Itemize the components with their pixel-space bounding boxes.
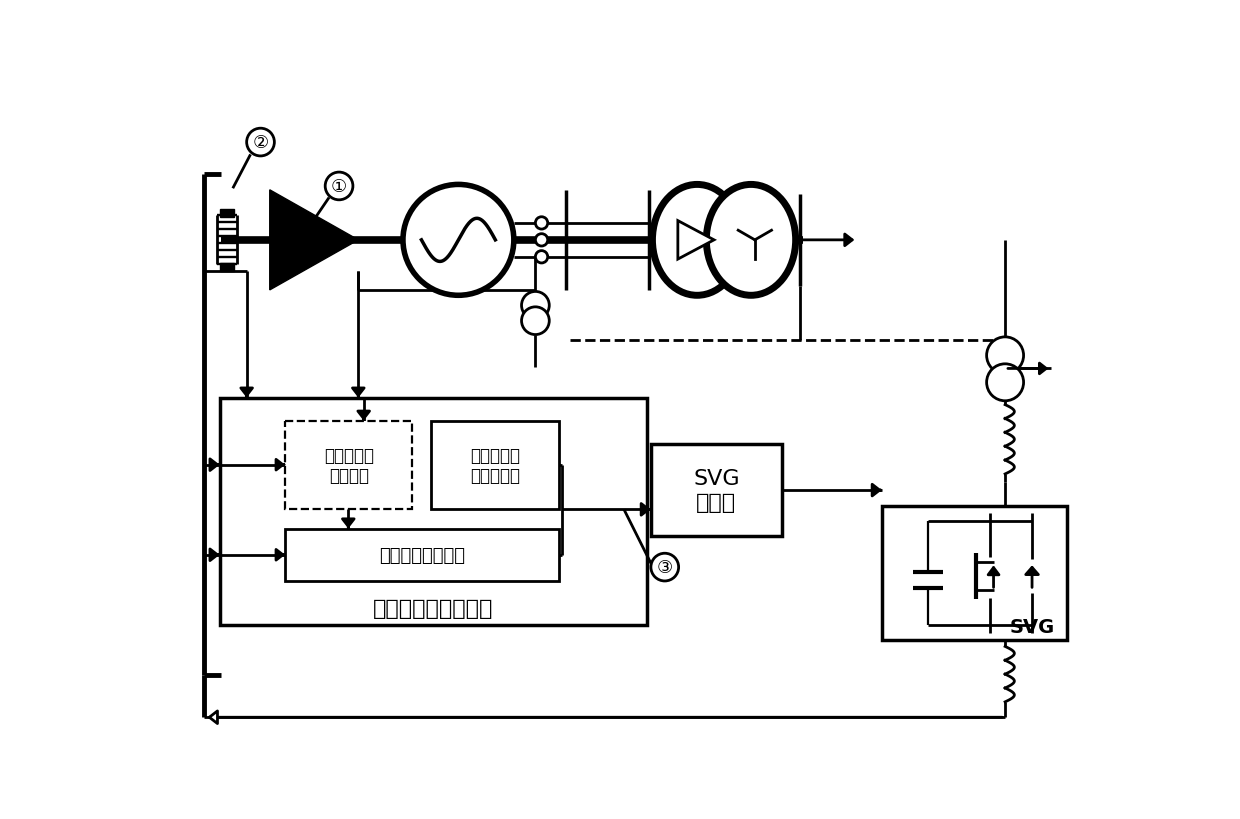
Circle shape: [522, 292, 549, 319]
Bar: [221, 264, 234, 271]
Text: 闭环抑制控制环节: 闭环抑制控制环节: [379, 546, 465, 564]
Circle shape: [651, 554, 678, 581]
Circle shape: [403, 185, 513, 296]
Text: ①: ①: [331, 178, 347, 196]
Text: SVG: SVG: [1009, 618, 1055, 636]
Circle shape: [522, 307, 549, 335]
Circle shape: [987, 337, 1023, 374]
FancyBboxPatch shape: [882, 506, 1066, 640]
FancyBboxPatch shape: [651, 445, 781, 536]
Text: ③: ③: [657, 559, 673, 577]
FancyBboxPatch shape: [432, 421, 558, 509]
FancyBboxPatch shape: [285, 421, 412, 509]
Bar: [221, 210, 234, 218]
Circle shape: [536, 251, 548, 264]
Ellipse shape: [707, 185, 796, 296]
Circle shape: [536, 218, 548, 230]
Text: 移相参数自
整定模块: 移相参数自 整定模块: [324, 446, 373, 485]
FancyBboxPatch shape: [285, 529, 558, 581]
FancyBboxPatch shape: [219, 398, 647, 625]
Circle shape: [247, 129, 274, 156]
Text: 扮振激励信
号生成模块: 扮振激励信 号生成模块: [470, 446, 520, 485]
Ellipse shape: [652, 185, 742, 296]
Circle shape: [987, 364, 1023, 401]
Text: 次同步阻尼控制装置: 次同步阻尼控制装置: [373, 598, 494, 618]
Polygon shape: [678, 221, 714, 260]
Circle shape: [536, 234, 548, 247]
Circle shape: [325, 173, 353, 201]
Text: ②: ②: [253, 133, 269, 152]
Polygon shape: [270, 191, 358, 291]
Text: SVG
控制器: SVG 控制器: [693, 469, 740, 512]
